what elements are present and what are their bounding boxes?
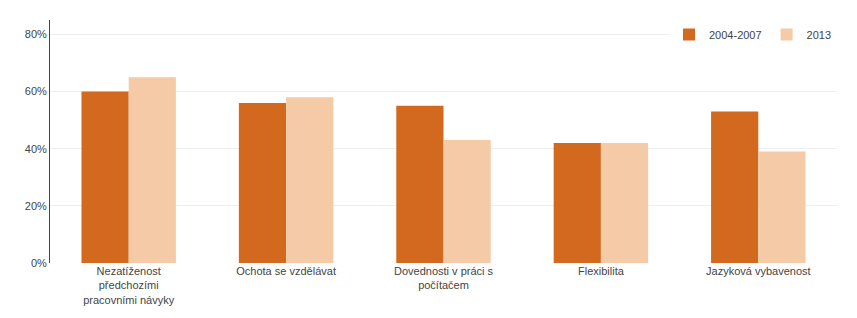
svg-text:80%: 80% <box>25 28 47 40</box>
svg-text:Flexibilita: Flexibilita <box>578 265 625 277</box>
svg-text:2013: 2013 <box>807 29 831 41</box>
svg-text:Dovednosti v práci spočítačem: Dovednosti v práci spočítačem <box>394 265 494 291</box>
svg-text:Ochota se vzdělávat: Ochota se vzdělávat <box>236 265 336 277</box>
svg-text:0%: 0% <box>31 257 47 269</box>
svg-text:20%: 20% <box>25 200 47 212</box>
svg-text:40%: 40% <box>25 143 47 155</box>
svg-text:60%: 60% <box>25 85 47 97</box>
svg-text:Jazyková vybavenost: Jazyková vybavenost <box>706 265 811 277</box>
svg-text:2004-2007: 2004-2007 <box>709 29 762 41</box>
svg-text:Nezatíženostpředchozímipracovn: Nezatíženostpředchozímipracovními návyky <box>83 265 175 306</box>
